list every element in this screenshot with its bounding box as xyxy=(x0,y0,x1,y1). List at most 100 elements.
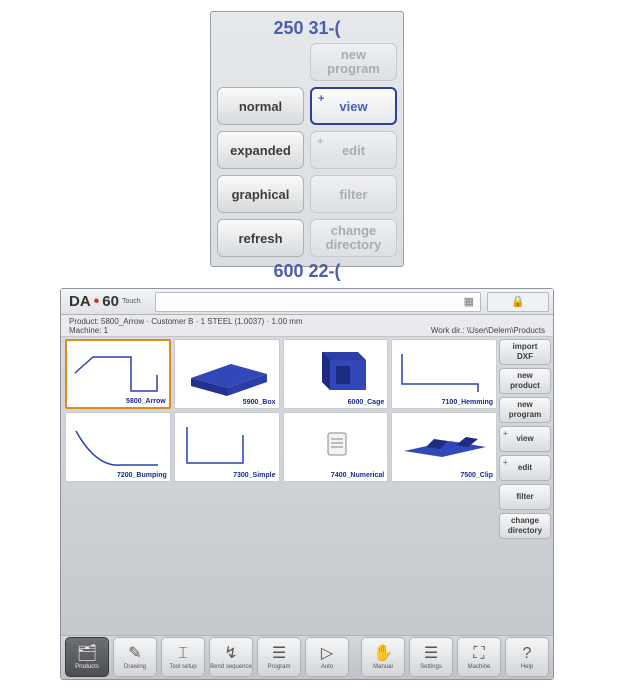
side-btn-new[interactable]: newprogram xyxy=(499,397,551,423)
footer-btn-label: Machine xyxy=(468,664,491,670)
footer-btn-manual[interactable]: ✋ Manual xyxy=(361,637,405,677)
plus-icon: + xyxy=(503,429,508,439)
footer-bar: 🗂 Products✎ Drawing⌶ Tool setup↯ Bend se… xyxy=(61,635,553,679)
side-btn-edit[interactable]: + edit xyxy=(499,455,551,481)
zoom-btn-refresh[interactable]: refresh xyxy=(217,219,304,257)
zoom-btn-filter[interactable]: filter xyxy=(310,175,397,213)
app-logo: DA • 60 Touch xyxy=(61,293,149,311)
calc-icon: ▦ xyxy=(464,295,474,308)
footer-btn-drawing[interactable]: ✎ Drawing xyxy=(113,637,157,677)
product-tile-7300_Simple[interactable]: 7300_Simple xyxy=(174,412,280,482)
plus-icon: + xyxy=(503,458,508,468)
footer-btn-tool-setup[interactable]: ⌶ Tool setup xyxy=(161,637,205,677)
footer-btn-label: Settings xyxy=(420,664,442,670)
zoom-btn-label: view xyxy=(339,99,367,114)
zoom-bottom-number: 600 22-( xyxy=(217,261,397,282)
side-btn-filter[interactable]: filter xyxy=(499,484,551,510)
header-mid-box: ▦ xyxy=(155,292,481,312)
footer-btn-products[interactable]: 🗂 Products xyxy=(65,637,109,677)
zoom-btn-normal[interactable]: normal xyxy=(217,87,304,125)
products-icon: 🗂 xyxy=(77,645,97,663)
product-tile-6000_Cage[interactable]: 6000_Cage xyxy=(283,339,389,409)
zoom-btn-label: newprogram xyxy=(327,48,380,76)
side-btn-import[interactable]: importDXF xyxy=(499,339,551,365)
footer-btn-label: Tool setup xyxy=(169,664,196,670)
footer-btn-label: Auto xyxy=(321,664,333,670)
tile-label: 5900_Box xyxy=(243,399,276,406)
zoom-btn-new-program[interactable]: newprogram xyxy=(310,43,397,81)
zoom-top-number: 250 31-( xyxy=(217,18,397,39)
footer-btn-label: Manual xyxy=(373,664,393,670)
zoom-btn-label: changedirectory xyxy=(326,224,382,252)
drawing-icon: ✎ xyxy=(128,645,141,663)
zoom-btn-expanded[interactable]: expanded xyxy=(217,131,304,169)
zoom-btn-label: edit xyxy=(342,143,365,158)
product-tile-7500_Clip[interactable]: 7500_Clip xyxy=(391,412,497,482)
settings-icon: ☰ xyxy=(424,645,438,663)
side-btn-label: newproduct xyxy=(510,371,540,391)
footer-btn-bend-sequence[interactable]: ↯ Bend sequence xyxy=(209,637,253,677)
footer-btn-label: Products xyxy=(75,664,99,670)
logo-sub: Touch xyxy=(122,298,141,305)
zoom-btn-edit[interactable]: + edit xyxy=(310,131,397,169)
tile-label: 7400_Numerical xyxy=(331,472,384,479)
program-icon: ☰ xyxy=(272,645,286,663)
side-btn-label: edit xyxy=(518,463,532,473)
side-buttons: importDXFnewproductnewprogram+view+editf… xyxy=(499,339,551,539)
zoom-btn-label: normal xyxy=(239,99,282,114)
tile-label: 7500_Clip xyxy=(460,472,493,479)
product-grid: 5800_Arrow 5900_Box 6000_Cage 7100_Hemming 7… xyxy=(65,339,497,482)
info-workdir: Work dir.: \User\Delem\Products xyxy=(431,326,545,335)
zoom-btn-label: refresh xyxy=(238,231,282,246)
zoom-btn-graphical[interactable]: graphical xyxy=(217,175,304,213)
logo-da: DA xyxy=(69,293,91,310)
zoom-btn-change-directory[interactable]: changedirectory xyxy=(310,219,397,257)
tile-label: 5800_Arrow xyxy=(126,398,166,405)
side-btn-label: filter xyxy=(516,492,533,502)
side-btn-label: changedirectory xyxy=(508,516,542,536)
info-machine: Machine: 1 xyxy=(69,326,108,335)
manual-icon: ✋ xyxy=(373,645,393,663)
plus-icon: + xyxy=(318,93,324,105)
side-btn-label: importDXF xyxy=(513,342,538,362)
tile-label: 6000_Cage xyxy=(348,399,385,406)
tile-label: 7100_Hemming xyxy=(442,399,493,406)
info-line1: Product: 5800_Arrow · Customer B · 1 STE… xyxy=(69,317,545,326)
zoom-btn-view[interactable]: + view xyxy=(310,87,397,125)
zoom-button-grid: newprogram normal + view expanded + edit graphi… xyxy=(217,43,397,257)
product-tile-5900_Box[interactable]: 5900_Box xyxy=(174,339,280,409)
logo-num: 60 xyxy=(102,293,119,310)
product-tile-7400_Numerical[interactable]: 7400_Numerical xyxy=(283,412,389,482)
side-btn-label: view xyxy=(516,434,533,444)
footer-btn-machine[interactable]: ⛶ Machine xyxy=(457,637,501,677)
footer-btn-program[interactable]: ☰ Program xyxy=(257,637,301,677)
tool setup-icon: ⌶ xyxy=(178,645,188,663)
footer-btn-label: Program xyxy=(267,664,290,670)
footer-btn-help[interactable]: ? Help xyxy=(505,637,549,677)
machine-icon: ⛶ xyxy=(473,645,484,663)
zoom-btn-label: filter xyxy=(339,187,367,202)
app-panel: DA • 60 Touch ▦ 🔒 Product: 5800_Arrow · … xyxy=(60,288,554,680)
auto-icon: ▷ xyxy=(321,645,333,663)
footer-btn-auto[interactable]: ▷ Auto xyxy=(305,637,349,677)
app-body: 5800_Arrow 5900_Box 6000_Cage 7100_Hemming 7… xyxy=(61,339,553,635)
footer-btn-label: Help xyxy=(521,664,533,670)
product-tile-7200_Bumping[interactable]: 7200_Bumping xyxy=(65,412,171,482)
plus-icon: + xyxy=(317,136,323,148)
zoom-panel: 250 31-( newprogram normal + view expanded + e… xyxy=(210,11,404,267)
side-btn-new[interactable]: newproduct xyxy=(499,368,551,394)
product-tile-7100_Hemming[interactable]: 7100_Hemming xyxy=(391,339,497,409)
help-icon: ? xyxy=(523,645,532,663)
product-tile-5800_Arrow[interactable]: 5800_Arrow xyxy=(65,339,171,409)
side-btn-label: newprogram xyxy=(509,400,541,420)
header-right-box: 🔒 xyxy=(487,292,549,312)
product-grid-area: 5800_Arrow 5900_Box 6000_Cage 7100_Hemming 7… xyxy=(65,339,497,635)
info-bar: Product: 5800_Arrow · Customer B · 1 STE… xyxy=(61,315,553,337)
logo-dot: • xyxy=(94,293,100,311)
side-btn-view[interactable]: + view xyxy=(499,426,551,452)
footer-btn-label: Drawing xyxy=(124,664,146,670)
tile-label: 7300_Simple xyxy=(233,472,275,479)
side-btn-change[interactable]: changedirectory xyxy=(499,513,551,539)
lock-icon: 🔒 xyxy=(511,295,525,308)
footer-btn-settings[interactable]: ☰ Settings xyxy=(409,637,453,677)
